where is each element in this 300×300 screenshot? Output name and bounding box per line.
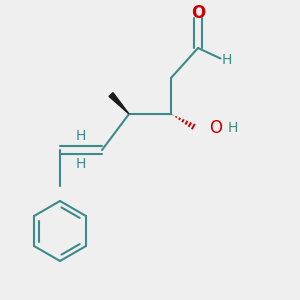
Text: O: O [209,119,223,137]
Text: H: H [75,130,85,143]
Text: H: H [227,122,238,135]
Text: H: H [75,157,85,170]
Text: O: O [191,4,205,22]
Text: H: H [222,53,232,67]
Polygon shape [109,93,129,114]
